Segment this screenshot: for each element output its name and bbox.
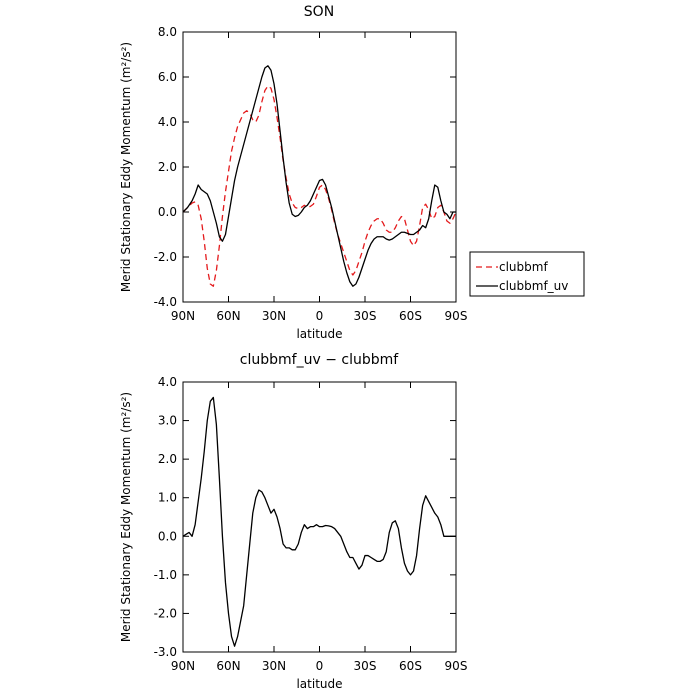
y-tick-label: 2.0 — [158, 452, 177, 466]
x-tick-label: 60N — [216, 309, 240, 323]
x-tick-label: 90S — [445, 659, 468, 673]
x-tick-label: 0 — [316, 659, 324, 673]
series-line-clubbmf_uv — [182, 65, 456, 287]
y-tick-label: 0.0 — [158, 205, 177, 219]
top-panel-y-axis-title: Merid Stationary Eddy Momentum (m²/s²) — [119, 42, 133, 292]
y-tick-label: 8.0 — [158, 25, 177, 39]
y-tick-label: 4.0 — [158, 115, 177, 129]
top-panel-x-axis-title: latitude — [296, 327, 342, 341]
bottom-panel-y-axis-title: Merid Stationary Eddy Momentum (m²/s²) — [119, 392, 133, 642]
y-tick-label: 2.0 — [158, 160, 177, 174]
bottom-panel-ticks: 90N 60N 30N 0 30S 60S 90S -3.0 -2.0 -1.0 0.0 1.0 2.0… — [154, 375, 468, 673]
top-panel-legend: clubbmf clubbmf_uv — [469, 251, 585, 297]
bottom-panel-x-axis-title: latitude — [296, 677, 342, 691]
x-tick-label: 30S — [354, 659, 377, 673]
top-panel-ticks: 90N 60N 30N 0 30S 60S 90S -4.0 -2.0 0.0 2.0 4.0 6.0 8… — [154, 25, 468, 323]
legend-label-clubbmf: clubbmf — [499, 260, 548, 274]
x-tick-label: 90N — [171, 309, 195, 323]
y-tick-label: 6.0 — [158, 70, 177, 84]
y-tick-label: -3.0 — [154, 645, 177, 659]
y-tick-label: -4.0 — [154, 295, 177, 309]
x-tick-label: 60S — [399, 309, 422, 323]
y-tick-label: -2.0 — [154, 606, 177, 620]
x-tick-label: 30N — [262, 659, 286, 673]
series-line-series-0 — [182, 396, 456, 647]
x-tick-label: 60N — [216, 659, 240, 673]
x-tick-label: 60S — [399, 659, 422, 673]
y-tick-label: 1.0 — [158, 491, 177, 505]
bottom-panel-frame — [182, 381, 457, 653]
top-panel: SON 90N 60N 30N 0 30S 60S 90S -4.0 -2.0 0.0 2.0 4.0… — [119, 4, 585, 341]
y-tick-label: 4.0 — [158, 375, 177, 389]
bottom-panel-series — [182, 396, 456, 647]
x-tick-label: 0 — [316, 309, 324, 323]
top-panel-title: SON — [304, 4, 334, 20]
x-tick-label: 30S — [354, 309, 377, 323]
legend-box — [469, 251, 585, 297]
x-tick-label: 90N — [171, 659, 195, 673]
y-tick-label: 0.0 — [158, 529, 177, 543]
bottom-panel: clubbmf_uv − clubbmf 90N 60N 30N 0 30S 60S 90S… — [119, 352, 467, 691]
legend-label-clubbmf_uv: clubbmf_uv — [499, 279, 568, 293]
series-line-clubbmf — [182, 85, 457, 287]
y-tick-label: -2.0 — [154, 250, 177, 264]
bottom-panel-title: clubbmf_uv − clubbmf — [240, 352, 399, 368]
x-tick-label: 30N — [262, 309, 286, 323]
top-panel-series — [182, 65, 457, 287]
y-tick-label: 3.0 — [158, 414, 177, 428]
y-tick-label: -1.0 — [154, 568, 177, 582]
x-tick-label: 90S — [445, 309, 468, 323]
top-panel-frame — [182, 31, 457, 303]
